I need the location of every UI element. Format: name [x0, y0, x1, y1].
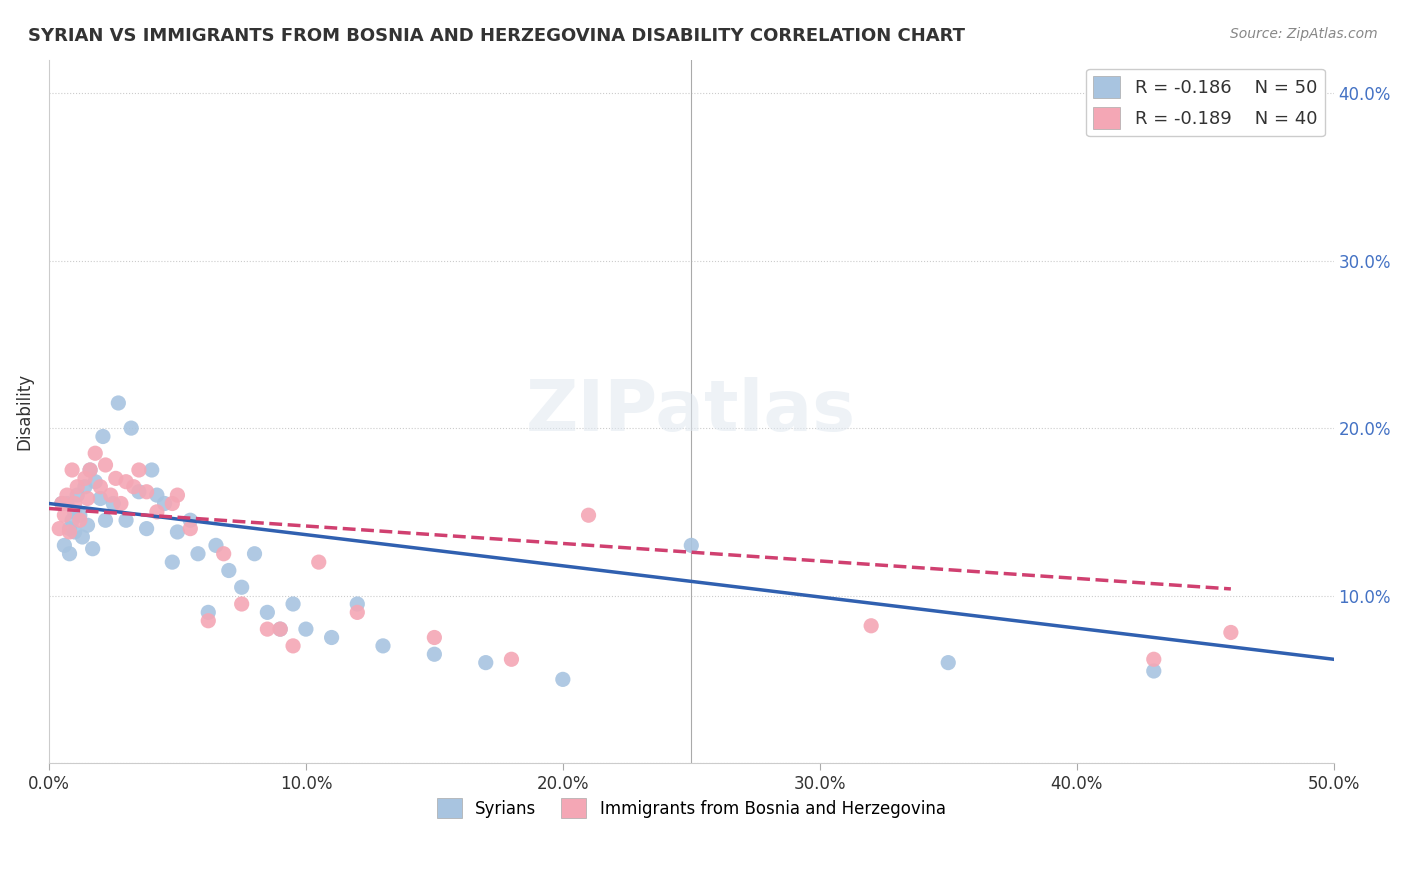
Point	[321, 631, 343, 645]
Point	[73, 471, 96, 485]
Legend: Syrians, Immigrants from Bosnia and Herzegovina: Syrians, Immigrants from Bosnia and Herz…	[430, 791, 952, 825]
Point	[120, 421, 142, 435]
Point	[100, 488, 122, 502]
Point	[66, 488, 89, 502]
Point	[269, 622, 291, 636]
Point	[256, 606, 278, 620]
Point	[1219, 625, 1241, 640]
Point	[63, 524, 86, 539]
Point	[115, 513, 138, 527]
Point	[135, 522, 157, 536]
Point	[128, 484, 150, 499]
Point	[281, 639, 304, 653]
Point	[103, 496, 125, 510]
Point	[58, 547, 80, 561]
Point	[69, 513, 91, 527]
Point	[166, 488, 188, 502]
Point	[53, 538, 76, 552]
Point	[197, 606, 219, 620]
Point	[76, 518, 98, 533]
Point	[63, 505, 86, 519]
Point	[110, 496, 132, 510]
Point	[269, 622, 291, 636]
Point	[58, 524, 80, 539]
Point	[936, 656, 959, 670]
Point	[243, 547, 266, 561]
Text: ZIPatlas: ZIPatlas	[526, 376, 856, 446]
Text: SYRIAN VS IMMIGRANTS FROM BOSNIA AND HERZEGOVINA DISABILITY CORRELATION CHART: SYRIAN VS IMMIGRANTS FROM BOSNIA AND HER…	[28, 27, 965, 45]
Point	[84, 475, 107, 489]
Point	[122, 480, 145, 494]
Point	[295, 622, 318, 636]
Point	[60, 513, 83, 527]
Point	[346, 606, 368, 620]
Point	[166, 524, 188, 539]
Point	[94, 513, 117, 527]
Point	[1143, 664, 1166, 678]
Point	[51, 496, 73, 510]
Point	[423, 647, 446, 661]
Point	[107, 396, 129, 410]
Point	[94, 458, 117, 472]
Point	[82, 541, 104, 556]
Point	[48, 522, 70, 536]
Point	[69, 508, 91, 523]
Point	[551, 673, 574, 687]
Point	[76, 491, 98, 506]
Point	[72, 530, 94, 544]
Point	[501, 652, 523, 666]
Point	[212, 547, 235, 561]
Point	[84, 446, 107, 460]
Point	[205, 538, 228, 552]
Point	[231, 580, 253, 594]
Point	[179, 522, 201, 536]
Point	[79, 463, 101, 477]
Point	[58, 522, 80, 536]
Y-axis label: Disability: Disability	[15, 373, 32, 450]
Point	[187, 547, 209, 561]
Point	[1143, 652, 1166, 666]
Point	[56, 488, 79, 502]
Point	[371, 639, 394, 653]
Point	[63, 496, 86, 510]
Point	[128, 463, 150, 477]
Point	[153, 496, 176, 510]
Point	[681, 538, 703, 552]
Point	[197, 614, 219, 628]
Point	[89, 480, 111, 494]
Point	[218, 564, 240, 578]
Point	[146, 505, 169, 519]
Point	[423, 631, 446, 645]
Point	[860, 619, 883, 633]
Point	[281, 597, 304, 611]
Point	[53, 508, 76, 523]
Point	[162, 496, 184, 510]
Point	[135, 484, 157, 499]
Point	[578, 508, 600, 523]
Point	[115, 475, 138, 489]
Point	[89, 491, 111, 506]
Point	[73, 480, 96, 494]
Point	[346, 597, 368, 611]
Point	[146, 488, 169, 502]
Point	[231, 597, 253, 611]
Point	[141, 463, 163, 477]
Point	[256, 622, 278, 636]
Point	[104, 471, 127, 485]
Text: Source: ZipAtlas.com: Source: ZipAtlas.com	[1230, 27, 1378, 41]
Point	[56, 496, 79, 510]
Point	[60, 463, 83, 477]
Point	[91, 429, 114, 443]
Point	[79, 463, 101, 477]
Point	[308, 555, 330, 569]
Point	[474, 656, 496, 670]
Point	[179, 513, 201, 527]
Point	[162, 555, 184, 569]
Point	[66, 480, 89, 494]
Point	[51, 496, 73, 510]
